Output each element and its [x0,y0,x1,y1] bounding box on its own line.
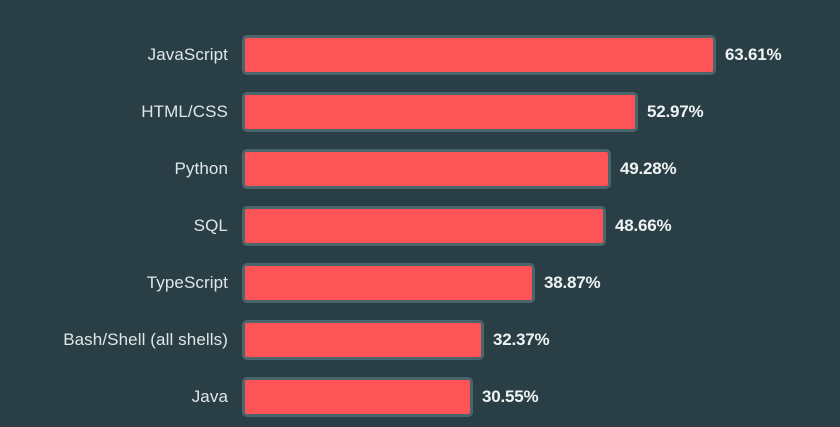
bar-track [242,92,638,132]
value-label: 52.97% [647,102,704,121]
bar[interactable] [242,149,611,189]
bar[interactable] [242,206,606,246]
bar-row: Java 30.55% [0,377,840,417]
bar-row: JavaScript 63.61% [0,35,840,75]
bar-track [242,206,606,246]
bar-row: TypeScript 38.87% [0,263,840,303]
bar[interactable] [242,35,716,75]
value-label: 63.61% [725,45,782,64]
value-label: 49.28% [620,159,677,178]
bar-track [242,149,611,189]
category-label: Bash/Shell (all shells) [63,330,228,349]
value-label: 38.87% [544,273,601,292]
bar-row: Bash/Shell (all shells) 32.37% [0,320,840,360]
value-label: 30.55% [482,387,539,406]
bar-row: HTML/CSS 52.97% [0,92,840,132]
value-label: 32.37% [493,330,550,349]
category-label: SQL [193,216,228,235]
bar[interactable] [242,92,638,132]
bar[interactable] [242,263,535,303]
category-label: HTML/CSS [141,102,228,121]
bar-track [242,263,535,303]
bar-track [242,377,473,417]
category-label: Java [191,387,228,406]
value-label: 48.66% [615,216,672,235]
bar-row: Python 49.28% [0,149,840,189]
category-label: TypeScript [146,273,228,292]
category-label: Python [174,159,228,178]
bar-row: SQL 48.66% [0,206,840,246]
category-label: JavaScript [147,45,228,64]
bar-track [242,35,716,75]
bar[interactable] [242,320,484,360]
bar[interactable] [242,377,473,417]
bar-track [242,320,484,360]
